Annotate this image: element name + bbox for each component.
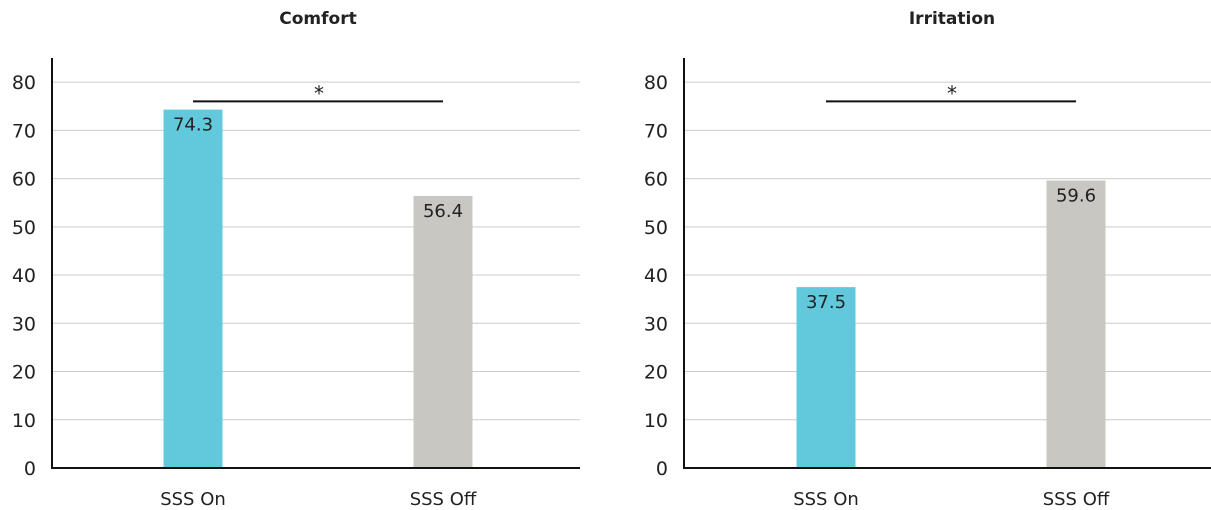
- x-tick-label: SSS Off: [410, 489, 477, 510]
- y-tick-label: 60: [12, 169, 36, 191]
- y-tick-label: 20: [12, 362, 36, 384]
- y-tick-label: 40: [644, 265, 668, 287]
- y-tick-label: 70: [644, 120, 668, 142]
- y-tick-label: 80: [644, 72, 668, 94]
- chart-title: Comfort: [279, 9, 356, 29]
- data-label: 59.6: [1056, 186, 1096, 207]
- significance-marker: *: [947, 81, 957, 105]
- y-tick-label: 0: [656, 458, 668, 480]
- y-tick-label: 50: [644, 217, 668, 239]
- significance-marker: *: [314, 81, 324, 105]
- bar: [163, 109, 223, 469]
- bar: [413, 195, 473, 468]
- y-tick-label: 80: [12, 72, 36, 94]
- x-tick-label: SSS On: [793, 489, 859, 510]
- y-tick-label: 70: [12, 120, 36, 142]
- y-tick-label: 10: [644, 410, 668, 432]
- y-tick-label: 0: [24, 458, 36, 480]
- chart-title: Irritation: [909, 9, 995, 29]
- y-tick-label: 10: [12, 410, 36, 432]
- data-label: 37.5: [806, 292, 846, 313]
- y-tick-label: 20: [644, 362, 668, 384]
- x-tick-label: SSS Off: [1043, 489, 1110, 510]
- y-tick-label: 30: [12, 313, 36, 335]
- y-tick-label: 60: [644, 169, 668, 191]
- bar: [796, 287, 856, 468]
- data-label: 56.4: [423, 201, 463, 222]
- y-tick-label: 50: [12, 217, 36, 239]
- y-tick-label: 30: [644, 313, 668, 335]
- x-tick-label: SSS On: [160, 489, 226, 510]
- y-tick-label: 40: [12, 265, 36, 287]
- bar: [1046, 180, 1106, 469]
- data-label: 74.3: [173, 115, 213, 136]
